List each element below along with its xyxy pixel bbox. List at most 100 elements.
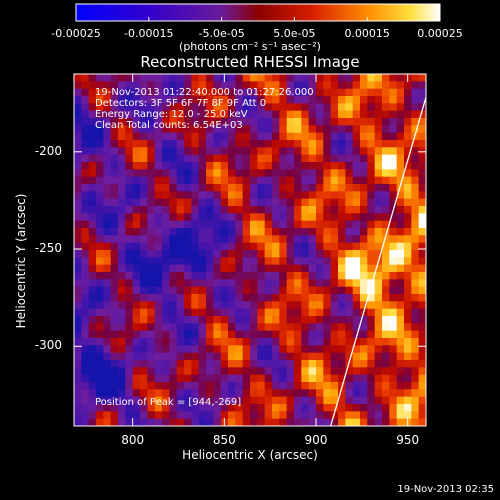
- heatmap-cell: [213, 191, 222, 200]
- heatmap-cell: [360, 228, 368, 236]
- heatmap-cell: [330, 118, 339, 126]
- heatmap-cell: [88, 418, 97, 426]
- heatmap-cell: [418, 125, 426, 134]
- heatmap-cell: [110, 81, 119, 90]
- heatmap-cell: [257, 389, 266, 398]
- heatmap-cell: [162, 294, 170, 302]
- heatmap-cell: [220, 286, 229, 295]
- heatmap-cell: [140, 404, 148, 412]
- heatmap-cell: [360, 235, 368, 244]
- heatmap-cell: [345, 404, 354, 412]
- heatmap-cell: [184, 374, 192, 383]
- heatmap-cell: [272, 374, 280, 383]
- heatmap-cell: [411, 103, 420, 112]
- heatmap-cell: [389, 213, 398, 222]
- heatmap-cell: [132, 352, 141, 361]
- heatmap-cell: [110, 228, 119, 236]
- heatmap-cell: [389, 220, 398, 229]
- heatmap-cell: [103, 74, 112, 82]
- heatmap-cell: [103, 81, 112, 90]
- heatmap-cell: [132, 228, 141, 236]
- heatmap-cell: [411, 154, 420, 163]
- heatmap-cell: [264, 176, 273, 185]
- heatmap-cell: [176, 316, 185, 324]
- heatmap-cell: [286, 301, 295, 310]
- heatmap-cell: [96, 140, 104, 148]
- heatmap-cell: [301, 125, 310, 134]
- heatmap-cell: [338, 360, 346, 368]
- heatmap-cell: [220, 88, 229, 97]
- heatmap-cell: [81, 352, 90, 361]
- heatmap-cell: [286, 140, 295, 148]
- heatmap-cell: [250, 338, 258, 346]
- heatmap-cell: [176, 162, 185, 170]
- heatmap-cell: [360, 279, 368, 288]
- heatmap-cell: [206, 374, 214, 383]
- heatmap-cell: [118, 206, 126, 214]
- heatmap-cell: [118, 338, 126, 346]
- heatmap-cell: [96, 96, 104, 104]
- heatmap-cell: [294, 235, 302, 244]
- heatmap-cell: [396, 213, 405, 222]
- heatmap-cell: [191, 206, 200, 214]
- heatmap-cell: [257, 323, 266, 332]
- heatmap-cell: [352, 235, 361, 244]
- heatmap-cell: [132, 301, 141, 310]
- heatmap-cell: [360, 382, 368, 390]
- heatmap-cell: [308, 382, 317, 390]
- heatmap-cell: [96, 242, 104, 251]
- heatmap-cell: [286, 96, 295, 104]
- heatmap-cell: [389, 169, 398, 178]
- heatmap-cell: [169, 110, 178, 119]
- heatmap-cell: [220, 250, 229, 258]
- heatmap-cell: [257, 220, 266, 229]
- heatmap-cell: [345, 118, 354, 126]
- heatmap-cell: [235, 176, 244, 185]
- heatmap-cell: [374, 74, 383, 82]
- heatmap-cell: [140, 338, 148, 346]
- heatmap-cell: [316, 272, 324, 280]
- heatmap-cell: [220, 411, 229, 420]
- heatmap-cell: [169, 272, 178, 280]
- heatmap-cell: [396, 264, 405, 273]
- heatmap-cell: [198, 360, 207, 368]
- heatmap-cell: [367, 88, 376, 97]
- heatmap-cell: [272, 191, 280, 200]
- heatmap-cell: [250, 294, 258, 302]
- heatmap-cell: [264, 272, 273, 280]
- heatmap-cell: [125, 96, 134, 104]
- heatmap-cell: [235, 294, 244, 302]
- heatmap-cell: [96, 345, 104, 354]
- heatmap-cell: [96, 382, 104, 390]
- heatmap-cell: [147, 308, 156, 317]
- heatmap-cell: [374, 242, 383, 251]
- heatmap-cell: [242, 418, 251, 426]
- heatmap-cell: [404, 330, 412, 339]
- heatmap-cell: [323, 374, 332, 383]
- heatmap-cell: [118, 74, 126, 82]
- heatmap-cell: [389, 301, 398, 310]
- heatmap-cell: [418, 264, 426, 273]
- heatmap-cell: [418, 404, 426, 412]
- heatmap-cell: [330, 360, 339, 368]
- heatmap-cell: [88, 147, 97, 156]
- heatmap-cell: [308, 213, 317, 222]
- heatmap-cell: [162, 228, 170, 236]
- heatmap-cell: [323, 88, 332, 97]
- heatmap-cell: [411, 250, 420, 258]
- heatmap-cell: [345, 191, 354, 200]
- colorbar: [75, 3, 441, 22]
- heatmap-cell: [323, 250, 332, 258]
- heatmap-cell: [382, 338, 390, 346]
- heatmap-cell: [228, 125, 236, 134]
- heatmap-cell: [294, 140, 302, 148]
- info-clean: Clean Total counts: 6.54E+03: [95, 120, 243, 131]
- heatmap-cell: [250, 154, 258, 163]
- heatmap-cell: [88, 213, 97, 222]
- heatmap-cell: [272, 140, 280, 148]
- heatmap-cell: [220, 110, 229, 119]
- heatmap-cell: [308, 74, 317, 82]
- heatmap-cell: [220, 352, 229, 361]
- heatmap-cell: [272, 213, 280, 222]
- heatmap-cell: [235, 242, 244, 251]
